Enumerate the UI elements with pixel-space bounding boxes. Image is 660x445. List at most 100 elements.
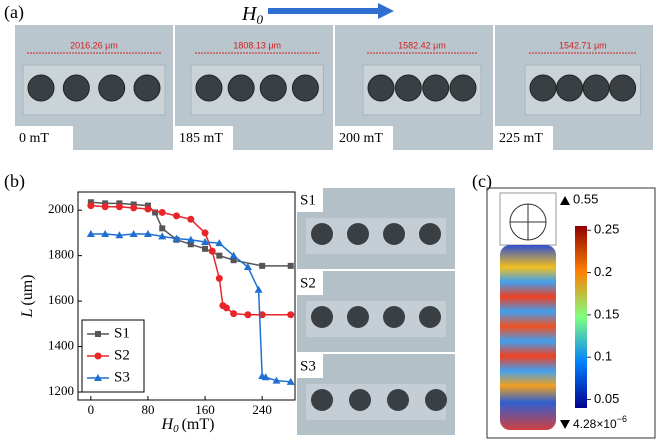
label-box — [175, 126, 233, 150]
magnet-sphere — [422, 74, 450, 102]
y-tick-label: 1200 — [48, 383, 74, 398]
magnet-sphere — [556, 74, 584, 102]
magnet-sphere — [98, 74, 126, 102]
marker — [86, 230, 95, 238]
cylinder-field — [500, 245, 556, 430]
magnet-sphere — [227, 74, 255, 102]
measurement: 1542.71 μm — [559, 40, 607, 50]
magnet-sphere — [419, 306, 441, 328]
magnet-sphere — [394, 74, 422, 102]
measurement: 1582.42 μm — [398, 40, 446, 50]
magnet-sphere — [449, 74, 477, 102]
panel-label: (a) — [4, 2, 24, 23]
y-tick-label: 2000 — [48, 201, 74, 216]
marker — [130, 204, 138, 212]
magnet-sphere — [529, 74, 557, 102]
max-label: 0.55 — [573, 191, 598, 206]
marker — [129, 230, 138, 238]
marker — [286, 377, 295, 385]
magnet-sphere — [311, 306, 333, 328]
colorbar-label: 0.15 — [594, 306, 619, 321]
marker — [244, 311, 252, 319]
marker — [115, 203, 123, 211]
x-tick-label: 80 — [141, 402, 154, 417]
x-tick-label: 160 — [195, 402, 215, 417]
x-tick-label: 240 — [252, 402, 272, 417]
label-box — [297, 188, 323, 212]
y-axis-label: L (um) — [19, 274, 36, 318]
sample-label: S1 — [300, 192, 316, 208]
max-marker — [560, 196, 570, 205]
label-box — [297, 354, 323, 378]
marker — [101, 203, 109, 211]
measurement: 2016.26 μm — [70, 40, 118, 50]
marker — [173, 212, 181, 220]
marker — [87, 202, 95, 210]
magnet-sphere — [349, 389, 371, 411]
magnet-sphere — [291, 74, 319, 102]
photo-row: 2016.26 μm 0 mT 1808.13 μm 185 mT 1582.42 μm… — [15, 25, 653, 150]
colorbar-label: 0.2 — [594, 264, 612, 279]
x-tick-label: 0 — [88, 402, 95, 417]
magnet-sphere — [195, 74, 223, 102]
colorbar — [575, 226, 587, 408]
y-label-unit: (um) — [19, 274, 36, 305]
magnet-sphere — [609, 74, 637, 102]
magnet-sphere — [347, 223, 369, 245]
marker — [215, 274, 223, 282]
field-symbol: H0 — [241, 3, 263, 27]
field-arrow-head — [378, 3, 394, 19]
y-tick-label: 1400 — [48, 338, 74, 353]
marker — [272, 376, 281, 384]
marker — [158, 208, 166, 216]
y-tick-label: 1800 — [48, 247, 74, 262]
marker — [187, 215, 195, 223]
colorbar-label: 0.25 — [594, 222, 619, 237]
marker — [243, 263, 252, 271]
marker — [201, 238, 210, 246]
field-label: 225 mT — [499, 131, 543, 146]
marker — [187, 241, 194, 248]
min-label: 4.28×10−6 — [573, 414, 627, 431]
marker — [254, 285, 263, 293]
marker — [208, 247, 216, 255]
x-label-symbol: H — [161, 416, 175, 433]
magnet-sphere — [582, 74, 610, 102]
marker — [101, 230, 110, 238]
panel-label: (c) — [472, 171, 492, 192]
simulation-panel: 0.25 0.2 0.15 0.1 0.05 0.55 4.28×10−6 — [486, 187, 656, 439]
marker — [215, 239, 224, 247]
colorbar-label: 0.05 — [594, 391, 619, 406]
photo-column: S1 S2 S3 — [297, 188, 455, 435]
plot-area — [77, 191, 296, 401]
magnet-sphere — [62, 74, 90, 102]
x-label-unit: (mT) — [182, 416, 215, 433]
legend-marker — [94, 374, 102, 381]
sample-label: S2 — [300, 275, 316, 291]
x-axis-label: H0 (mT) — [161, 416, 215, 435]
measurement: 1808.13 μm — [233, 40, 281, 50]
marker — [158, 232, 167, 240]
min-mantissa: 4.28×10 — [573, 417, 617, 431]
marker — [186, 235, 195, 243]
magnet-sphere — [383, 306, 405, 328]
marker — [287, 311, 295, 319]
marker — [143, 230, 152, 238]
marker — [222, 304, 230, 312]
marker — [230, 257, 237, 264]
magnet-sphere — [425, 389, 447, 411]
legend-marker — [94, 352, 102, 360]
y-label-symbol: L — [19, 309, 36, 319]
legend-label: S3 — [114, 369, 130, 385]
label-box — [335, 126, 393, 150]
min-marker — [560, 420, 570, 429]
legend-label: S2 — [114, 347, 130, 363]
marker — [216, 252, 223, 259]
colorbar-label: 0.1 — [594, 349, 612, 364]
magnet-sphere — [419, 223, 441, 245]
label-box — [15, 126, 73, 150]
label-box — [297, 271, 323, 295]
marker — [287, 262, 294, 269]
